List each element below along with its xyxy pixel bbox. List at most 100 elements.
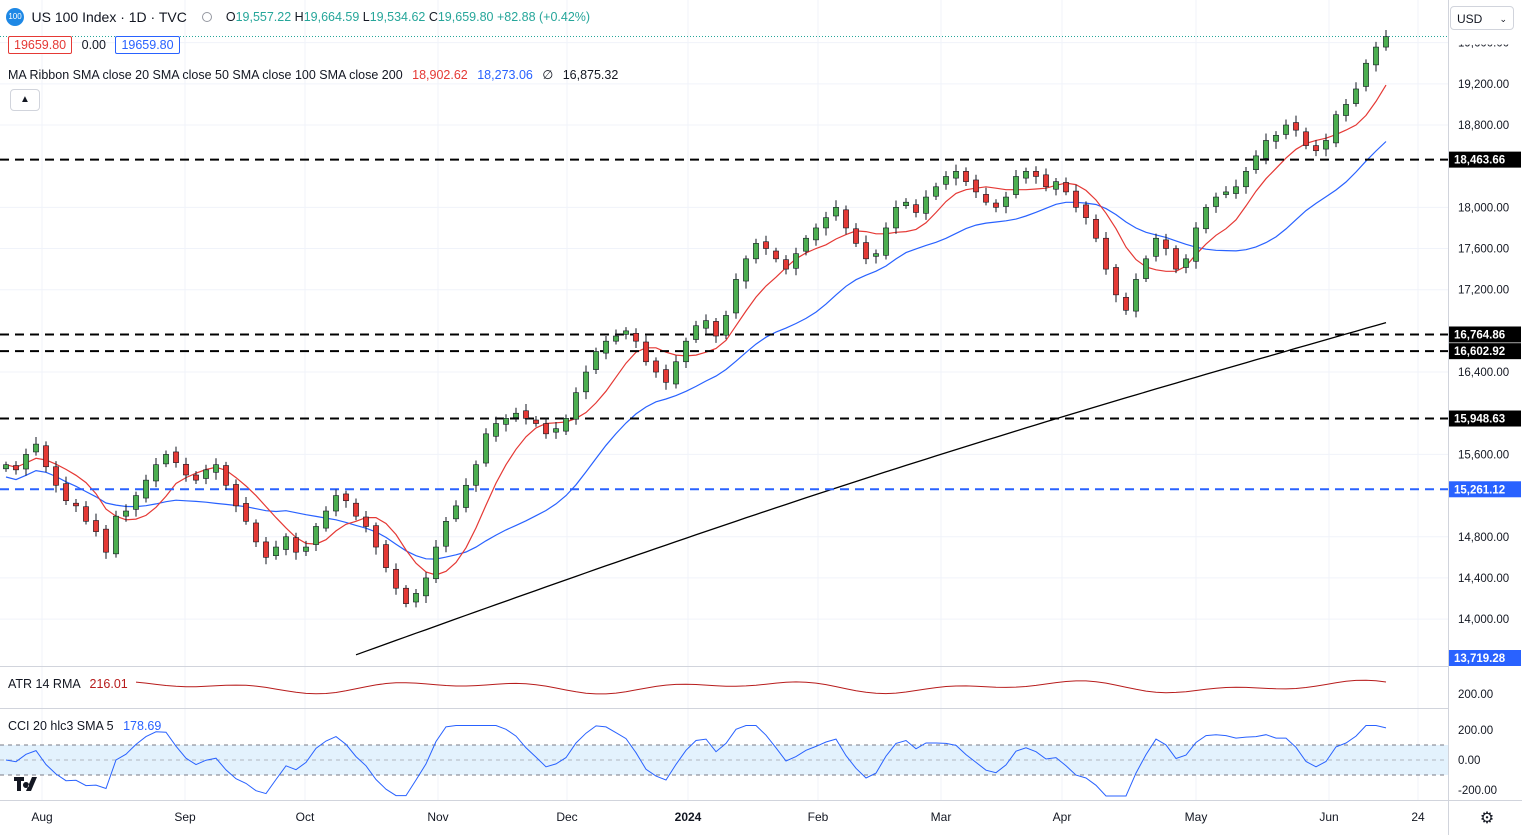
ohlc-readout: O19,557.22 H19,664.59 L19,534.62 C19,659… [225, 10, 591, 24]
candle-body [843, 209, 849, 229]
sma20-line [5, 84, 1387, 576]
candle-body [173, 451, 179, 463]
collapse-legend-button[interactable]: ▲ [10, 89, 40, 111]
candle-body [583, 371, 589, 393]
sma200-path [355, 321, 1387, 656]
time-tick-label: Sep [174, 810, 196, 824]
time-tick-label: Dec [556, 810, 577, 824]
time-tick-label: May [1185, 810, 1208, 824]
candle-body [243, 503, 249, 522]
price-tick-label: 14,000.00 [1458, 614, 1509, 626]
candle-body [403, 587, 409, 604]
candle-body [793, 253, 799, 269]
candle-body [983, 194, 989, 203]
candle-body [493, 423, 499, 437]
candle-body [273, 546, 279, 556]
cci-legend[interactable]: CCI 20 hlc3 SMA 5 178.69 [8, 719, 161, 733]
atr-value: 216.01 [89, 677, 128, 691]
candle-body [783, 259, 789, 270]
currency-label: USD [1457, 12, 1483, 26]
candle-body [693, 325, 699, 340]
candle-body [463, 484, 469, 508]
price-tick-label: 18,800.00 [1458, 120, 1509, 132]
time-tick-label: 2024 [675, 810, 702, 824]
ask-price-box[interactable]: 19659.80 [115, 36, 180, 54]
candle-body [743, 258, 749, 282]
candle-body [113, 515, 119, 555]
candle-body [323, 510, 329, 529]
candle-body [1283, 124, 1289, 135]
cci-tick-neg200: -200.00 [1458, 785, 1497, 797]
candle-body [303, 546, 309, 552]
candle-body [943, 176, 949, 185]
candle-body [373, 525, 379, 548]
time-tick-label: Mar [931, 810, 952, 824]
sma100-value: ∅ [542, 68, 554, 82]
candle-body [1023, 171, 1029, 179]
price-axis[interactable]: 18,463.66 16,764.86 16,602.92 15,948.63 15,2… [1449, 28, 1521, 797]
candle-body [1353, 88, 1359, 104]
time-axis[interactable]: Aug Sep Oct Nov Dec 2024 Feb Mar Apr May Jun 24 [31, 810, 1425, 824]
indicator-panes [0, 679, 1448, 797]
candle-body [723, 315, 729, 336]
price-tick-label: 14,400.00 [1458, 573, 1509, 585]
candle-body [443, 521, 449, 547]
candle-body [1113, 267, 1119, 296]
candle-body [1303, 131, 1309, 146]
symbol-header: 100 US 100 Index · 1D · TVC O19,557.22 H… [6, 8, 590, 26]
currency-select[interactable]: USD ⌄ [1450, 6, 1514, 30]
candle-body [1163, 239, 1169, 249]
candle-body [223, 465, 229, 486]
level-badge-text: 18,463.66 [1454, 155, 1505, 167]
sma50-value: 18,273.06 [477, 68, 533, 82]
candle-body [603, 340, 609, 354]
candle-body [873, 253, 879, 257]
level-badge [1449, 481, 1521, 498]
candle-body [1153, 237, 1159, 257]
level-badge [1449, 343, 1521, 360]
settings-button[interactable]: ⚙ [1476, 808, 1498, 830]
candle-body [833, 207, 839, 217]
candle-body [483, 433, 489, 464]
candle-body [383, 544, 389, 568]
candle-body [163, 454, 169, 465]
candle-body [853, 228, 859, 244]
symbol-title[interactable]: US 100 Index · 1D · TVC [31, 9, 187, 25]
ma-ribbon-legend[interactable]: MA Ribbon SMA close 20 SMA close 50 SMA … [8, 67, 618, 82]
candle-body [773, 250, 779, 260]
candle-body [313, 526, 319, 545]
candle-body [803, 237, 809, 252]
level-badge-text: 15,261.12 [1454, 484, 1505, 496]
candle-body [83, 506, 89, 522]
candle-body [133, 495, 139, 510]
sma200-value: 16,875.32 [562, 68, 619, 82]
candle-body [643, 341, 649, 363]
bid-price-box[interactable]: 19659.80 [8, 36, 73, 54]
candle-body [343, 493, 349, 502]
candle-body [863, 242, 869, 260]
tradingview-logo-icon[interactable] [12, 774, 44, 794]
cci-tick-200: 200.00 [1458, 725, 1493, 737]
candle-body [423, 577, 429, 597]
candle-body [43, 445, 49, 468]
candle-body [553, 428, 559, 433]
candle-body [1043, 174, 1049, 188]
candle-body [1273, 134, 1279, 142]
candle-body [1333, 114, 1339, 144]
level-badge [1449, 410, 1521, 427]
candle-body [1203, 207, 1209, 230]
candle-body [353, 502, 359, 517]
time-tick-label: Jun [1319, 810, 1338, 824]
candle-body [1133, 279, 1139, 312]
price-tick-label: 16,400.00 [1458, 367, 1509, 379]
candle-body [23, 454, 29, 470]
atr-legend[interactable]: ATR 14 RMA 216.01 [8, 677, 128, 691]
candle-body [1183, 258, 1189, 268]
candle-body [993, 202, 999, 208]
candle-body [1383, 36, 1389, 48]
candle-body [1143, 258, 1149, 279]
candle-body [633, 333, 639, 342]
candle-body [973, 179, 979, 193]
candle-body [1313, 145, 1319, 152]
